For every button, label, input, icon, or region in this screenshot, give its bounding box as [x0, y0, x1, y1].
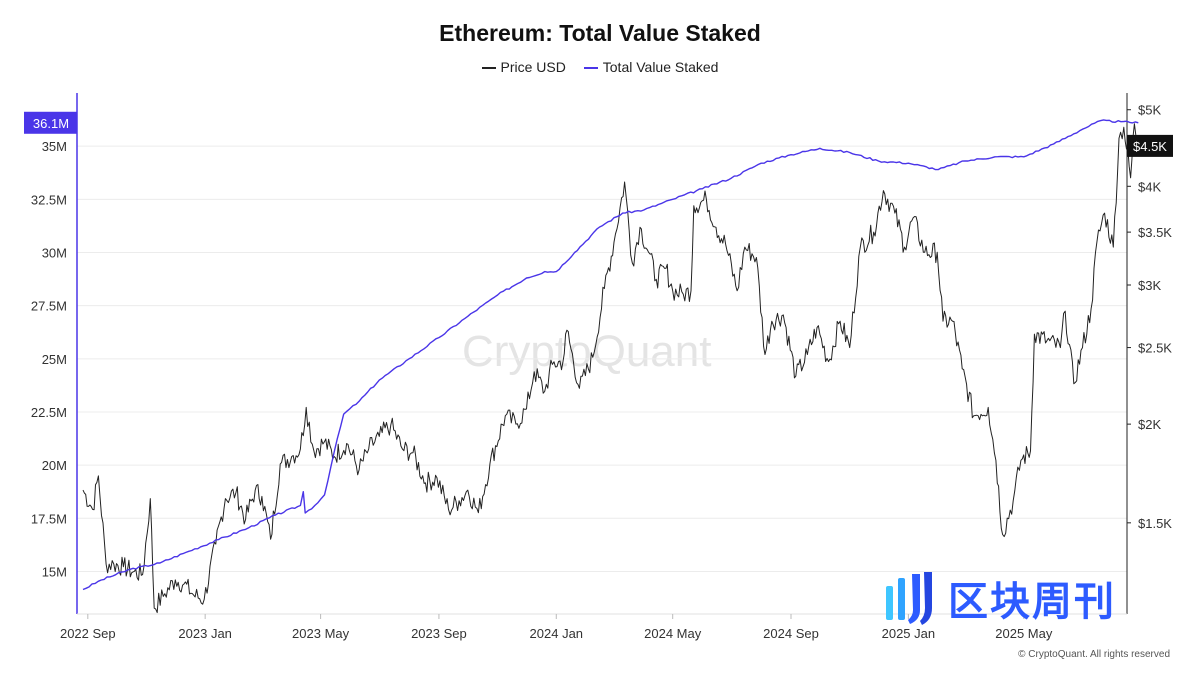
brand-mark-icon [886, 572, 932, 625]
legend-swatch-staked [583, 67, 598, 70]
left-tick-label: 25M [42, 352, 67, 367]
x-tick-label: 2024 Sep [763, 626, 819, 641]
left-tick-label: 27.5M [31, 299, 67, 314]
right-tick-label: $4K [1138, 179, 1161, 194]
brand-logo: 区块周刊 [884, 570, 1116, 626]
right-tick-label: $1.5K [1138, 516, 1172, 531]
x-tick-label: 2023 Jan [178, 626, 232, 641]
x-tick-label: 2023 Sep [411, 626, 467, 641]
legend-label-price: Price USD [500, 59, 566, 75]
x-tick-label: 2023 May [292, 626, 350, 641]
right-tick-label: $2K [1138, 417, 1161, 432]
right-current-value-label: $4.5K [1133, 139, 1167, 154]
left-tick-label: 15M [42, 564, 67, 579]
left-tick-label: 35M [42, 139, 67, 154]
legend-label-staked: Total Value Staked [602, 59, 719, 75]
left-current-value-label: 36.1M [33, 116, 69, 131]
legend-item-staked[interactable]: Total Value Staked [583, 59, 719, 75]
x-axis: 2022 Sep 2023 Jan 2023 May 2023 Sep 2024 Jan… [60, 613, 1127, 641]
gridlines [77, 145, 1127, 572]
left-tick-label: 22.5M [31, 405, 67, 420]
current-value-badges: 36.1M $4.5K [24, 111, 1173, 157]
left-tick-label: 32.5M [31, 192, 67, 207]
copyright-text: © CryptoQuant. All rights reserved [1018, 649, 1170, 660]
right-tick-label: $3K [1138, 278, 1161, 293]
x-tick-label: 2024 May [644, 626, 702, 641]
x-tick-label: 2025 Jan [882, 626, 936, 641]
series-line-price-usd [82, 123, 1139, 614]
left-tick-label: 17.5M [31, 511, 67, 526]
legend: Price USD Total Value Staked [0, 59, 1200, 75]
right-axis: $1.5K $2K $2.5K $3K $3.5K $4K $5K [1126, 93, 1172, 614]
legend-swatch-price [481, 67, 496, 70]
right-tick-label: $5K [1138, 103, 1161, 118]
series-line-total-value-staked [82, 119, 1139, 591]
right-current-value-badge [1127, 134, 1173, 157]
brand-name: 区块周刊 [948, 579, 1116, 625]
x-tick-label: 2022 Sep [60, 626, 116, 641]
chart-title: Ethereum: Total Value Staked [439, 20, 761, 46]
x-tick-label: 2025 May [995, 626, 1053, 641]
left-tick-label: 30M [42, 245, 67, 260]
left-tick-label: 20M [42, 458, 67, 473]
left-current-value-badge [24, 111, 77, 134]
x-tick-label: 2024 Jan [530, 626, 584, 641]
legend-item-price[interactable]: Price USD [481, 59, 566, 75]
right-tick-label: $3.5K [1138, 225, 1172, 240]
right-tick-label: $2.5K [1138, 341, 1172, 356]
left-axis: 15M 17.5M 20M 22.5M 25M 27.5M 30M 32.5M 35M [31, 93, 78, 614]
